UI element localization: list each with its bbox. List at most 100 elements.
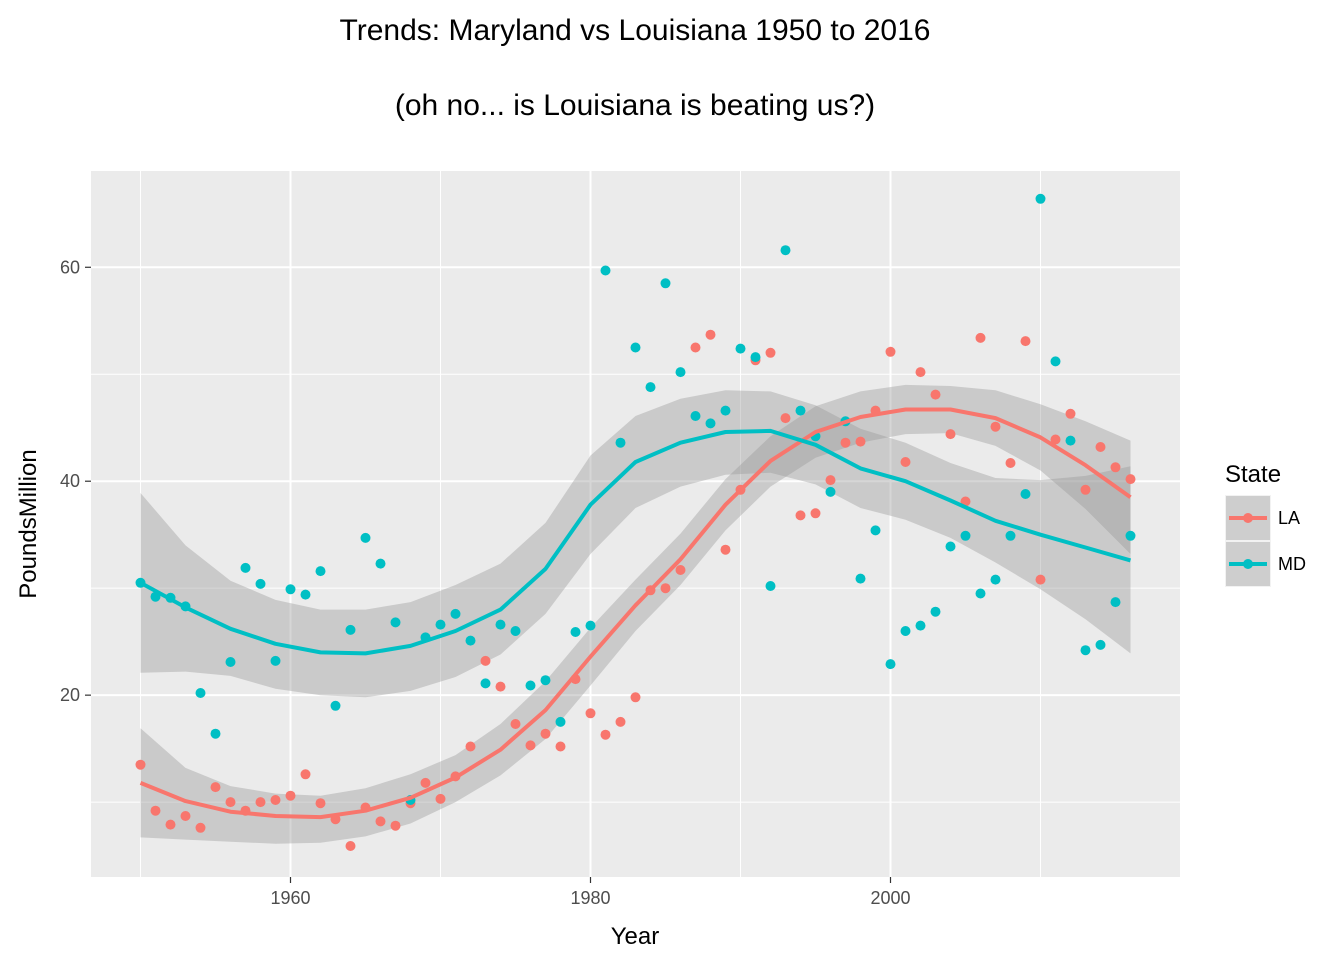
data-point-la	[540, 728, 551, 739]
data-point-la	[990, 421, 1001, 432]
data-point-la	[435, 793, 446, 804]
data-point-la	[795, 510, 806, 521]
data-point-la	[630, 692, 641, 703]
data-point-md	[225, 657, 236, 667]
data-point-la	[600, 729, 611, 740]
data-point-md	[1035, 193, 1046, 204]
data-point-md	[855, 573, 866, 584]
legend-label: LA	[1278, 508, 1300, 528]
data-point-md	[705, 418, 716, 429]
data-point-md	[600, 265, 611, 276]
data-point-md	[720, 405, 731, 416]
data-point-la	[285, 790, 296, 801]
data-point-la	[270, 795, 281, 805]
x-tick-label: 1960	[270, 888, 310, 908]
data-point-md	[375, 558, 386, 569]
data-point-md	[195, 688, 206, 698]
data-point-md	[570, 627, 581, 637]
data-point-md	[645, 382, 656, 393]
data-point-la	[390, 820, 401, 831]
x-tick-label: 1980	[570, 888, 610, 908]
data-point-md	[480, 678, 491, 689]
data-point-la	[885, 346, 896, 357]
smooth-line-md	[139, 428, 1132, 656]
legend-key-md: MD	[1225, 541, 1306, 587]
data-point-md	[765, 581, 776, 591]
data-point-la	[675, 565, 686, 575]
data-point-la	[195, 822, 206, 833]
data-point-la	[1080, 484, 1091, 495]
data-point-la	[150, 805, 161, 816]
data-point-la	[135, 759, 146, 770]
data-point-la	[165, 819, 176, 830]
plot-panel	[91, 171, 1180, 877]
confidence-band-md	[140, 390, 1131, 698]
data-point-la	[930, 389, 941, 400]
data-point-md	[1020, 489, 1031, 499]
data-point-md	[960, 530, 971, 541]
data-point-la	[765, 347, 776, 358]
data-point-md	[690, 411, 701, 421]
legend-keys: LA MD	[1225, 495, 1306, 587]
data-point-md	[1080, 645, 1091, 656]
data-point-md	[630, 342, 641, 353]
y-axis-title: PoundsMillion	[15, 449, 42, 598]
data-point-la	[225, 797, 236, 808]
y-tick-label: 20	[60, 685, 80, 705]
data-point-md	[735, 343, 746, 354]
data-point-la	[840, 437, 851, 448]
data-point-la	[690, 342, 701, 353]
data-point-md	[1005, 530, 1016, 541]
chart-title: Trends: Maryland vs Louisiana 1950 to 20…	[340, 14, 931, 47]
data-point-md	[450, 608, 461, 619]
data-point-la	[855, 436, 866, 447]
data-point-la	[210, 782, 221, 793]
data-point-md	[930, 606, 941, 617]
legend-key-la: LA	[1225, 495, 1300, 541]
x-tick-label: 2000	[870, 888, 910, 908]
data-point-md	[615, 437, 626, 448]
data-point-md	[675, 367, 686, 378]
grid-minor	[91, 171, 1180, 877]
data-point-md	[540, 675, 551, 686]
data-point-md	[900, 626, 911, 636]
data-point-la	[180, 811, 191, 821]
data-point-la	[1110, 462, 1121, 473]
data-point-md	[1065, 435, 1076, 446]
data-point-md	[825, 486, 836, 497]
data-point-md	[360, 532, 371, 543]
data-point-la	[915, 367, 926, 378]
data-point-la	[420, 777, 431, 788]
data-point-md	[345, 624, 356, 635]
data-point-md	[210, 728, 221, 739]
chart-subtitle: (oh no... is Louisiana is beating us?)	[395, 89, 875, 122]
x-axis: 1960 1980 2000	[270, 877, 911, 908]
data-point-md	[330, 700, 341, 711]
data-point-md	[465, 635, 476, 646]
data-point-la	[1125, 474, 1136, 485]
data-point-md	[1125, 530, 1136, 541]
data-point-md	[525, 680, 536, 691]
data-point-la	[1035, 574, 1046, 585]
legend-key-point	[1243, 513, 1253, 523]
smooth-line-la	[139, 407, 1132, 820]
confidence-bands	[140, 384, 1131, 844]
data-point-la	[345, 841, 356, 851]
data-point-la	[465, 741, 476, 752]
data-point-la	[525, 740, 536, 751]
legend-title: State	[1225, 461, 1281, 488]
data-point-la	[780, 413, 791, 424]
confidence-band-la	[140, 384, 1131, 844]
data-point-la	[495, 681, 506, 692]
data-point-la	[825, 475, 836, 486]
y-axis: 20 40 60	[60, 257, 91, 705]
x-axis-title: Year	[611, 923, 660, 950]
data-point-md	[300, 589, 311, 600]
data-point-la	[1005, 458, 1016, 468]
data-point-la	[1065, 408, 1076, 419]
data-point-md	[915, 620, 926, 631]
data-point-la	[615, 716, 626, 727]
data-point-md	[555, 716, 566, 727]
data-point-md	[660, 278, 671, 289]
y-tick-label: 60	[60, 257, 80, 277]
